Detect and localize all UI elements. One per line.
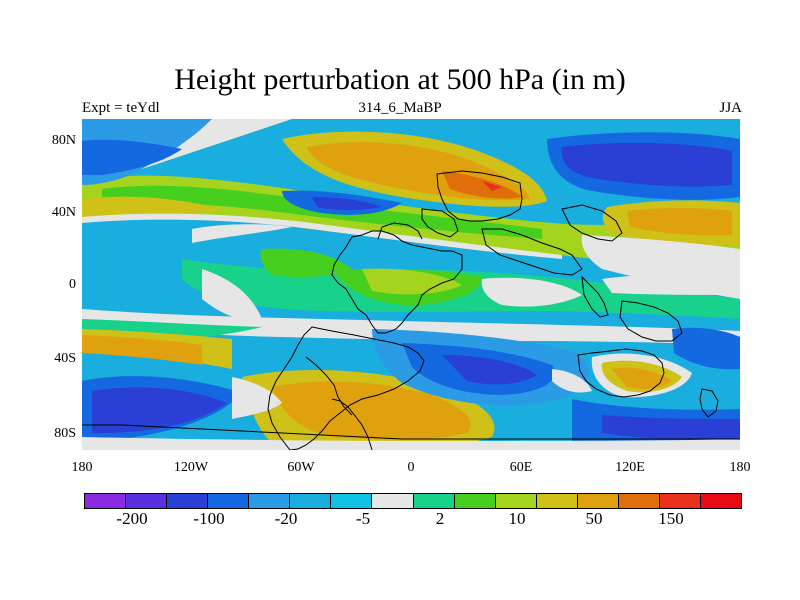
lon-tick-label: 0 [407, 460, 415, 475]
colorbar-swatch [413, 494, 455, 508]
colorbar-swatch [372, 494, 414, 508]
colorbar-label: 50 [585, 509, 603, 528]
lon-tick-label: 60E [509, 460, 533, 475]
colorbar-swatch [290, 494, 332, 508]
colorbar-swatch [126, 494, 168, 508]
map-panel [82, 119, 740, 450]
colorbar-label: 150 [658, 509, 684, 528]
colorbar-swatch [577, 494, 619, 508]
lon-tick-label: 120E [615, 460, 645, 475]
contour-field [82, 119, 740, 450]
lon-tick-label: 60W [287, 460, 315, 475]
lon-tick-label: 180 [729, 460, 751, 475]
season-label: JJA [719, 100, 742, 116]
colorbar-swatch [167, 494, 209, 508]
lat-tick-label: 80N [51, 133, 76, 148]
colorbar-swatch [331, 494, 373, 508]
run-label: 314_6_MaBP [358, 100, 442, 116]
colorbar-swatch [454, 494, 496, 508]
colorbar-swatch [249, 494, 291, 508]
colorbar-swatch [618, 494, 660, 508]
lat-tick-label: 40N [51, 205, 76, 220]
colorbar-label: -200 [116, 509, 148, 528]
colorbar-label: -100 [193, 509, 225, 528]
colorbar-label: -5 [355, 509, 371, 528]
lat-tick-label: 40S [54, 351, 76, 366]
plot-title: Height perturbation at 500 hPa (in m) [174, 63, 626, 96]
colorbar-label: 2 [435, 509, 445, 528]
colorbar-swatch [536, 494, 578, 508]
colorbar-label: -20 [274, 509, 298, 528]
colorbar-swatch [659, 494, 701, 508]
colorbar [84, 493, 742, 509]
colorbar-swatch [208, 494, 250, 508]
lat-tick-label: 80S [54, 426, 76, 441]
colorbar-swatch [495, 494, 537, 508]
lon-tick-label: 180 [71, 460, 93, 475]
experiment-label: Expt = teYdl [82, 100, 160, 116]
colorbar-label: 10 [508, 509, 526, 528]
colorbar-swatch [85, 494, 127, 508]
colorbar-swatch [700, 494, 741, 508]
lat-tick-label: 0 [69, 277, 76, 292]
lon-tick-label: 120W [173, 460, 209, 475]
